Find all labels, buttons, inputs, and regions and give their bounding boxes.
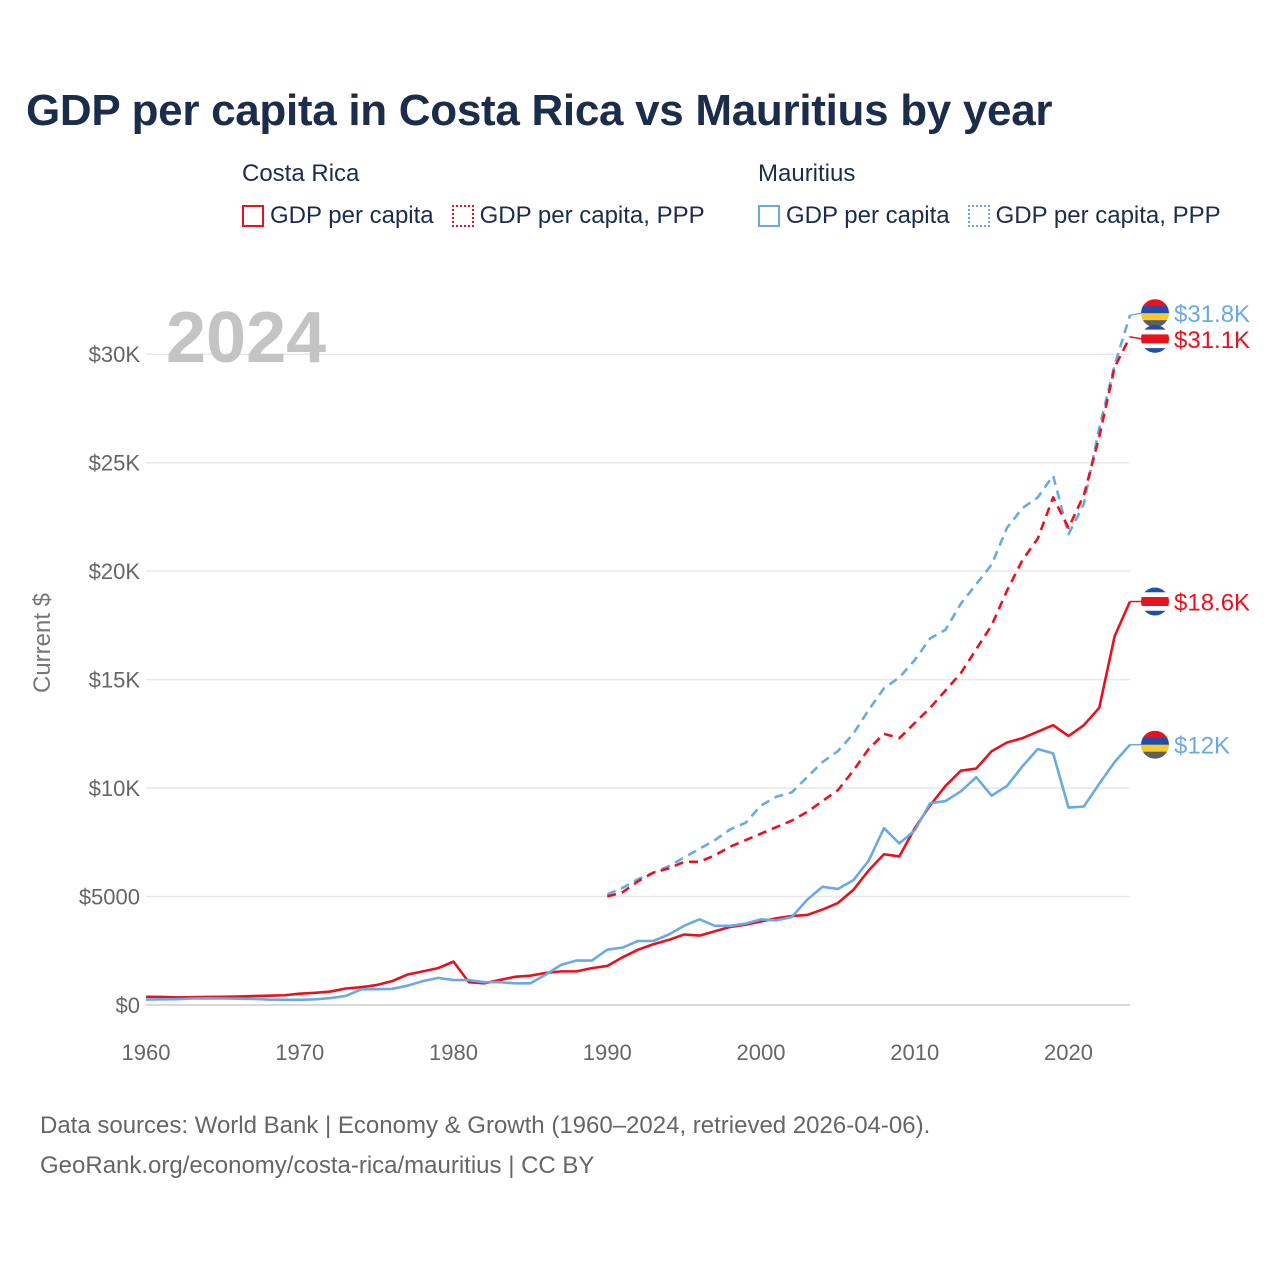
x-tick-label: 1980 bbox=[429, 1040, 478, 1065]
legend-group-name: Costa Rica bbox=[242, 160, 360, 187]
legend-item-costa-rica-gdp-ppp[interactable]: GDP per capita, PPP bbox=[451, 202, 705, 230]
y-tick-label: $10K bbox=[89, 776, 141, 801]
end-value-label: $31.8K bbox=[1174, 301, 1250, 328]
x-tick-label: 1970 bbox=[275, 1040, 324, 1065]
legend-label: GDP per capita bbox=[270, 202, 434, 229]
series-line-mauritius-gdp-per-capita bbox=[145, 743, 1131, 1002]
y-axis-ticks: $0 $5000 $10K $15K $20K $25K $30K bbox=[79, 342, 141, 1018]
legend-group-name: Mauritius bbox=[758, 160, 856, 187]
year-label: 2024 bbox=[166, 298, 326, 378]
y-tick-label: $20K bbox=[89, 559, 141, 584]
series-line-costa-rica-gdp-per-capita-ppp bbox=[606, 336, 1132, 898]
legend-label: GDP per capita, PPP bbox=[479, 202, 705, 229]
y-tick-label: $30K bbox=[89, 342, 141, 367]
legend-swatch-dotted-blue bbox=[967, 205, 990, 227]
legend-item-mauritius-gdp[interactable]: GDP per capita bbox=[758, 202, 950, 230]
y-axis-title: Current $ bbox=[29, 593, 56, 693]
x-tick-label: 1960 bbox=[122, 1040, 171, 1065]
legend-label: GDP per capita, PPP bbox=[995, 202, 1221, 229]
grid-lines bbox=[146, 353, 1130, 1006]
end-value-label: $31.1K bbox=[1174, 327, 1250, 354]
costa-rica-flag-icon bbox=[1141, 587, 1169, 616]
end-markers: $31.8K$31.1K $18.6K $12K bbox=[1129, 299, 1250, 760]
legend-swatch-solid-blue bbox=[758, 205, 780, 227]
y-tick-label: $25K bbox=[89, 451, 141, 476]
legend-swatch-solid-red bbox=[242, 205, 264, 227]
y-tick-label: $5000 bbox=[79, 885, 140, 910]
end-connector bbox=[1129, 312, 1143, 316]
x-tick-label: 2020 bbox=[1044, 1040, 1093, 1065]
end-connector bbox=[1129, 336, 1143, 340]
series-line-mauritius-gdp-per-capita-ppp bbox=[606, 314, 1132, 896]
source-line-2: GeoRank.org/economy/costa-rica/mauritius… bbox=[40, 1152, 595, 1179]
legend-group-costa-rica: Costa Rica GDP per capita GDP per capita… bbox=[242, 160, 705, 230]
series-lines bbox=[145, 314, 1132, 1002]
legend-item-costa-rica-gdp[interactable]: GDP per capita bbox=[242, 202, 434, 230]
source-note: Data sources: World Bank | Economy & Gro… bbox=[40, 1106, 930, 1186]
legend-swatch-dotted-red bbox=[451, 205, 474, 227]
chart-title: GDP per capita in Costa Rica vs Mauritiu… bbox=[26, 86, 1053, 135]
y-tick-label: $0 bbox=[116, 993, 140, 1018]
end-value-label: $18.6K bbox=[1174, 590, 1250, 617]
y-tick-label: $15K bbox=[89, 668, 141, 693]
mauritius-flag-icon bbox=[1141, 299, 1169, 328]
legend-item-mauritius-gdp-ppp[interactable]: GDP per capita, PPP bbox=[967, 202, 1221, 230]
legend-label: GDP per capita bbox=[786, 202, 950, 229]
x-axis-ticks: 1960 1970 1980 1990 2000 2010 2020 bbox=[122, 1040, 1093, 1065]
x-tick-label: 2000 bbox=[737, 1040, 786, 1065]
end-value-label: $12K bbox=[1174, 733, 1230, 760]
legend-group-mauritius: Mauritius GDP per capita GDP per capita,… bbox=[758, 160, 1221, 230]
series-line-costa-rica-gdp-per-capita bbox=[145, 600, 1132, 999]
x-tick-label: 1990 bbox=[583, 1040, 632, 1065]
x-tick-label: 2010 bbox=[890, 1040, 939, 1065]
source-line-1: Data sources: World Bank | Economy & Gro… bbox=[40, 1112, 931, 1139]
costa-rica-flag-icon bbox=[1141, 324, 1169, 353]
mauritius-flag-icon bbox=[1141, 730, 1169, 759]
